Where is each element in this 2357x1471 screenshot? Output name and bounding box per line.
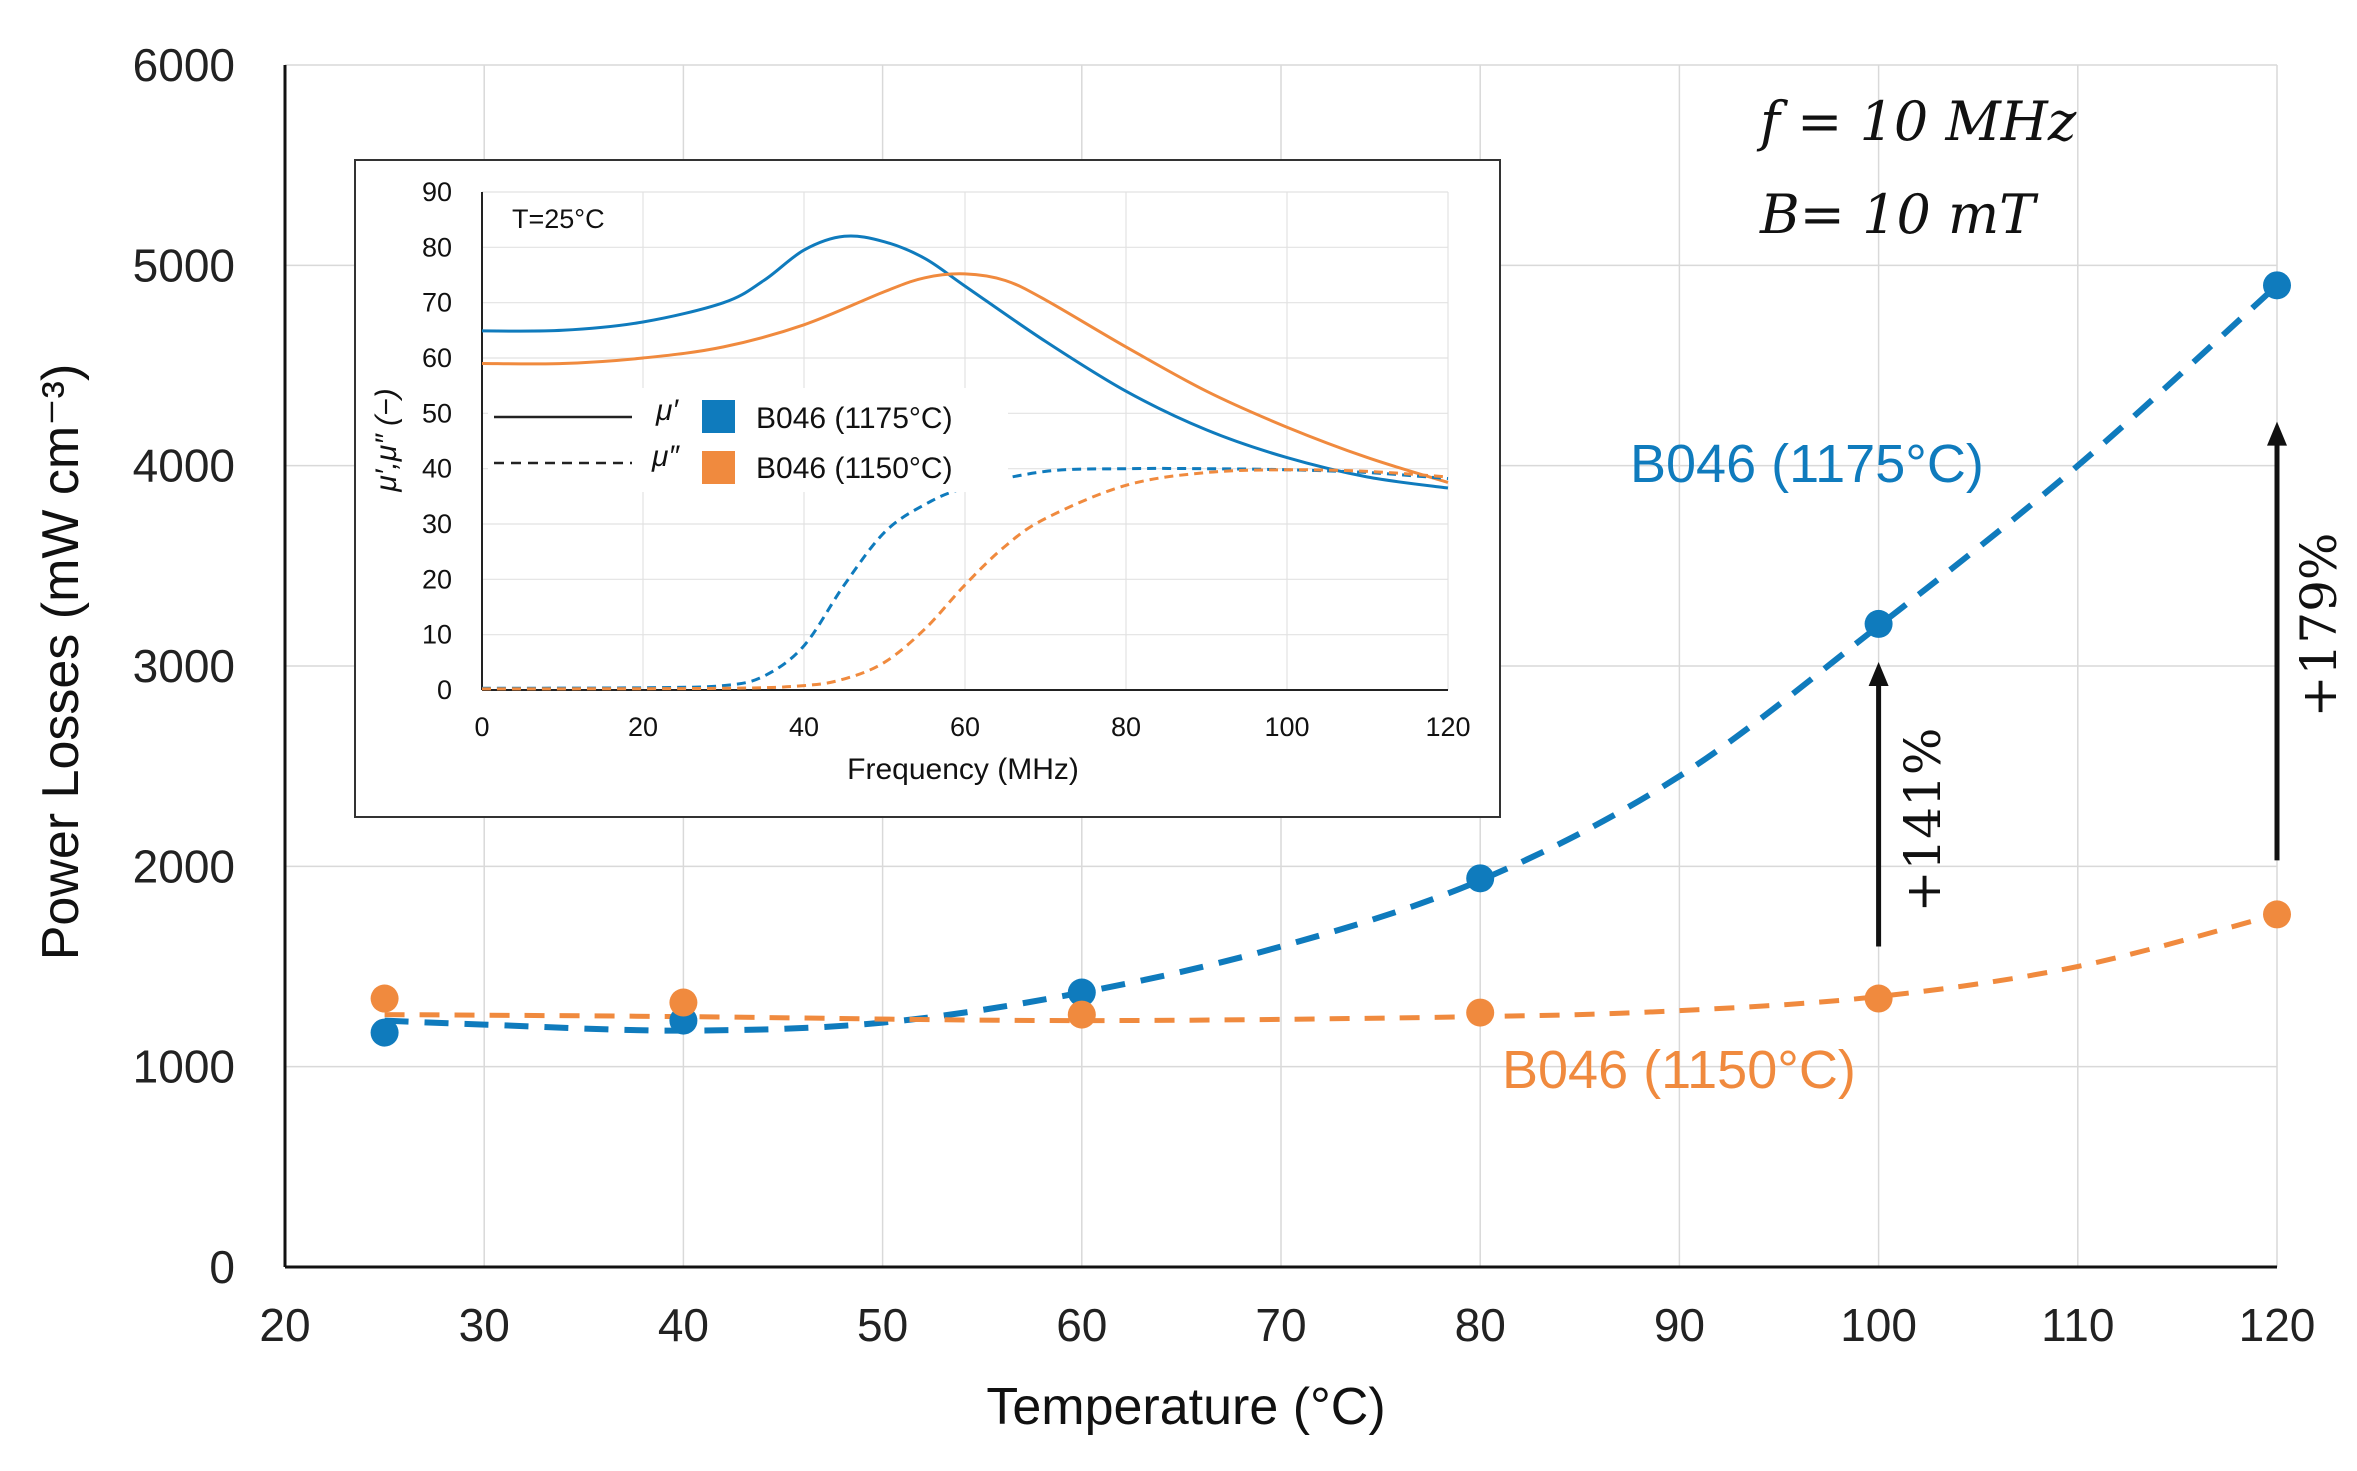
main-axes: [283, 65, 2277, 1269]
inset-y-tick-label: 30: [422, 509, 452, 539]
main-y-tick-label: 6000: [133, 39, 235, 91]
data-point-s0-2: [1067, 978, 1096, 1007]
inset-x-tick-label: 40: [789, 712, 819, 742]
data-point-s0-4: [1864, 609, 1893, 638]
field-condition: B= 10 mT: [1759, 183, 2039, 246]
data-point-s1-3: [1466, 998, 1495, 1027]
main-y-tick-label: 3000: [133, 640, 235, 692]
main-tick-labels: 20 30 40 50 60 70 80 90 100 110 120010002000300040…: [133, 39, 2316, 1351]
main-x-tick-label: 80: [1455, 1299, 1506, 1351]
data-point-s1-4: [1864, 984, 1893, 1013]
inset-title: T=25°C: [512, 204, 605, 234]
legend-mu-prime: μ′: [655, 394, 679, 427]
inset-y-tick-label: 10: [422, 620, 452, 650]
inset-x-tick-label: 20: [628, 712, 658, 742]
data-point-s1-5: [2263, 900, 2291, 929]
series-label-1175: B046 (1175°C): [1630, 434, 1984, 494]
main-x-tick-label: 90: [1654, 1299, 1705, 1351]
inset-y-tick-label: 40: [422, 454, 452, 484]
increase-arrow-head-1: [2267, 421, 2287, 446]
main-x-tick-label: 50: [857, 1299, 908, 1351]
inset-x-tick-label: 120: [1425, 712, 1470, 742]
main-x-tick-label: 70: [1255, 1299, 1306, 1351]
legend-label-1150: B046 (1150°C): [756, 452, 953, 485]
legend-swatch-1150: [702, 451, 735, 484]
inset-y-tick-label: 0: [437, 675, 452, 705]
series-label-1150: B046 (1150°C): [1502, 1040, 1856, 1100]
increase-arrows: [1868, 421, 2287, 947]
inset-x-tick-label: 100: [1264, 712, 1309, 742]
main-x-tick-label: 60: [1056, 1299, 1107, 1351]
y-axis-label: Power Losses (mW cm⁻³): [32, 364, 90, 961]
legend-swatch-1175: [702, 400, 735, 433]
main-x-tick-label: 100: [1840, 1299, 1917, 1351]
inset-legend-bg: [488, 388, 1008, 492]
data-point-s0-5: [2263, 271, 2291, 300]
inset-y-tick-label: 60: [422, 343, 452, 373]
inset-y-tick-label: 90: [422, 177, 452, 207]
inset-curve-1: [481, 272, 1449, 484]
main-y-tick-label: 0: [209, 1241, 235, 1293]
inset-y-tick-label: 20: [422, 564, 452, 594]
main-x-tick-label: 20: [259, 1299, 310, 1351]
inset-x-tick-label: 0: [474, 712, 489, 742]
main-x-tick-label: 40: [658, 1299, 709, 1351]
inset-tick-labels: 0 20 40 60 80 100 120 0 10 20 30 40 50 60 70 80 90: [422, 177, 1471, 742]
frequency-condition: f = 10 MHz: [1756, 90, 2077, 153]
data-point-s1-0: [370, 984, 399, 1013]
inset-x-tick-label: 80: [1111, 712, 1141, 742]
data-point-s1-2: [1067, 1000, 1096, 1029]
inset-curve-2: [481, 466, 1449, 690]
increase-arrow-head-0: [1868, 662, 1889, 686]
main-y-tick-label: 5000: [133, 239, 235, 291]
inset-axes: [481, 192, 1448, 691]
main-y-tick-label: 1000: [133, 1041, 235, 1093]
legend-mu-double-prime: μ″: [651, 440, 680, 473]
main-x-tick-label: 120: [2239, 1299, 2316, 1351]
trend-line-1: [384, 911, 2278, 1024]
inset-y-axis-label: μ′,μ″ (−): [370, 388, 403, 492]
data-point-s1-1: [669, 988, 698, 1017]
inset-y-tick-label: 50: [422, 398, 452, 428]
data-point-s0-3: [1466, 864, 1495, 893]
main-y-tick-label: 4000: [133, 440, 235, 492]
annotation-141: +141%: [1894, 728, 1952, 913]
annotation-179: +179%: [2290, 533, 2348, 718]
data-point-s0-0: [370, 1018, 399, 1047]
legend-label-1175: B046 (1175°C): [756, 402, 953, 435]
inset-curve-0: [481, 234, 1449, 490]
main-x-tick-label: 110: [2041, 1299, 2114, 1351]
inset-x-tick-label: 60: [950, 712, 980, 742]
inset-x-axis-label: Frequency (MHz): [847, 753, 1079, 786]
inset-y-tick-label: 70: [422, 288, 452, 318]
inset-curve-3: [481, 468, 1449, 691]
inset-curves: [481, 234, 1449, 691]
main-y-tick-label: 2000: [133, 840, 235, 892]
inset-chart: 0 20 40 60 80 100 120 0 10 20 30 40 50 60 70 80 90 T=25°…: [354, 159, 1501, 818]
main-x-tick-label: 30: [459, 1299, 510, 1351]
x-axis-label: Temperature (°C): [986, 1378, 1385, 1436]
main-data-points: [370, 271, 2291, 1047]
inset-y-tick-label: 80: [422, 232, 452, 262]
